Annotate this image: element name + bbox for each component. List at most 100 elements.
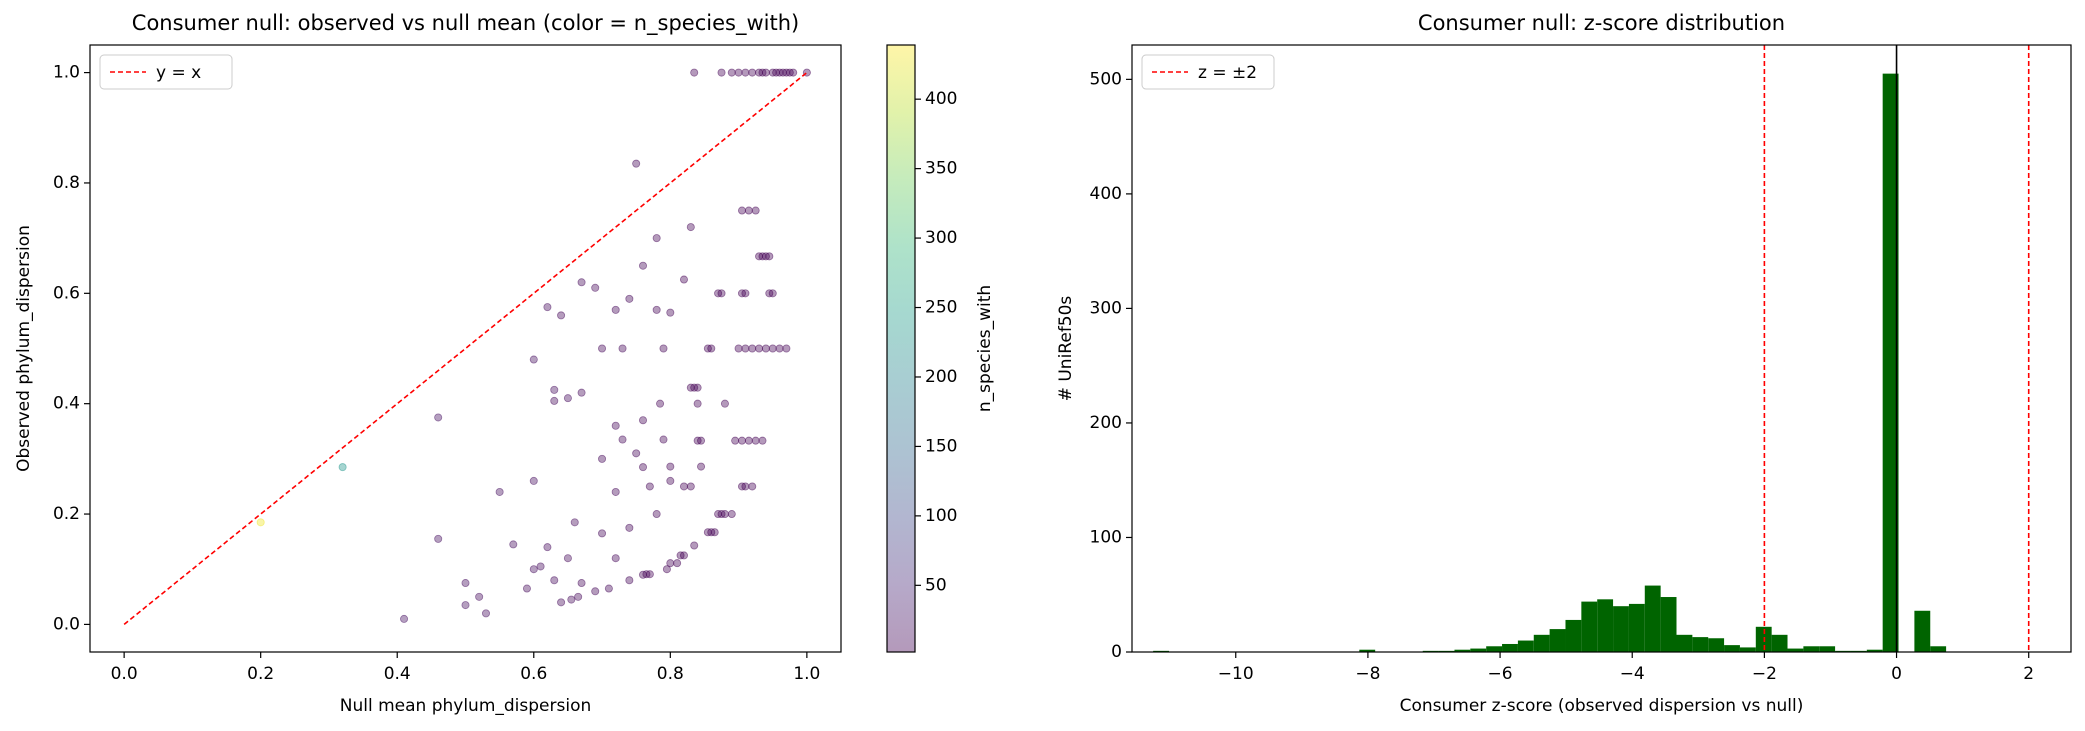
- scatter-point: [744, 206, 753, 215]
- histogram-bar: [1644, 585, 1661, 652]
- scatter-point: [563, 394, 572, 403]
- histogram-bar: [1930, 646, 1947, 652]
- y-tick-label: 0.8: [53, 173, 80, 193]
- scatter-point: [577, 278, 586, 287]
- scatter-point: [768, 289, 777, 298]
- scatter-point: [727, 68, 736, 77]
- scatter-point: [775, 344, 784, 353]
- scatter-point: [563, 554, 572, 563]
- chart-title: Consumer null: z-score distribution: [1418, 11, 1785, 35]
- scatter-point: [611, 487, 620, 496]
- scatter-point: [789, 68, 798, 77]
- scatter-point: [662, 565, 671, 574]
- reference-line: [123, 71, 808, 626]
- histogram-bar: [1597, 599, 1614, 652]
- scatter-point: [574, 592, 583, 601]
- colorbar-tick-label: 100: [925, 506, 957, 526]
- scatter-point: [690, 68, 699, 77]
- scatter-point: [727, 510, 736, 519]
- x-axis-label: Null mean phylum_dispersion: [340, 696, 592, 716]
- x-tick-label: −10: [1218, 664, 1254, 684]
- x-tick-label: −8: [1355, 664, 1380, 684]
- scatter-point: [611, 554, 620, 563]
- histogram-bar: [1613, 606, 1629, 652]
- histogram-bar: [1724, 645, 1740, 652]
- scatter-point: [604, 584, 613, 593]
- chart-title: Consumer null: observed vs null mean (co…: [132, 11, 799, 36]
- scatter-point: [598, 529, 607, 538]
- scatter-point: [751, 206, 760, 215]
- scatter-point: [461, 579, 470, 588]
- scatter-point: [543, 543, 552, 552]
- x-tick-label: 2: [2023, 664, 2034, 684]
- x-tick-label: −2: [1752, 664, 1777, 684]
- y-tick-label: 1.0: [53, 63, 80, 83]
- scatter-point: [591, 587, 600, 596]
- scatter-point: [550, 385, 559, 394]
- scatter-point: [659, 435, 668, 444]
- scatter-point: [741, 68, 750, 77]
- scatter-point: [256, 518, 265, 527]
- scatter-point: [543, 303, 552, 312]
- scatter-point: [679, 551, 688, 560]
- y-axis-label: Observed phylum_dispersion: [14, 225, 34, 472]
- scatter-point: [738, 206, 747, 215]
- histogram-bar: [1454, 649, 1471, 652]
- scatter-point: [693, 383, 702, 392]
- scatter-point: [673, 559, 682, 568]
- scatter-point: [639, 261, 648, 270]
- scatter-point: [652, 510, 661, 519]
- scatter-point: [731, 436, 740, 445]
- scatter-point: [652, 234, 661, 243]
- scatter-point: [679, 275, 688, 284]
- scatter-point: [338, 463, 347, 472]
- scatter-point: [666, 462, 675, 471]
- y-tick-label: 100: [1090, 527, 1122, 547]
- colorbar-tick-label: 200: [925, 367, 957, 387]
- histogram-bar: [1359, 649, 1376, 652]
- y-tick-label: 0.6: [53, 283, 80, 303]
- scatter-point: [618, 344, 627, 353]
- x-tick-label: 0.2: [247, 664, 274, 684]
- scatter-point: [639, 416, 648, 425]
- scatter-point: [567, 595, 576, 604]
- scatter-point: [509, 540, 518, 549]
- histogram-bar: [1819, 646, 1836, 652]
- scatter-point: [768, 344, 777, 353]
- y-tick-label: 300: [1090, 298, 1122, 318]
- colorbar-tick-label: 350: [925, 159, 957, 179]
- scatter-point: [659, 344, 668, 353]
- scatter-point: [522, 584, 531, 593]
- scatter-point: [765, 252, 774, 261]
- histogram-bar: [1771, 634, 1788, 652]
- histogram-bar: [1502, 643, 1518, 652]
- scatter-point: [550, 396, 559, 405]
- scatter-point: [748, 482, 757, 491]
- scatter-point: [495, 487, 504, 496]
- colorbar-label: n_species_with: [975, 285, 995, 412]
- histogram-bar: [1628, 603, 1645, 652]
- scatter-point: [782, 344, 791, 353]
- colorbar-frame: [886, 44, 916, 653]
- scatter-point: [475, 592, 484, 601]
- scatter-point: [666, 476, 675, 485]
- histogram-bar: [1803, 646, 1820, 652]
- histogram-bar: [1739, 647, 1756, 652]
- scatter-point: [690, 541, 699, 550]
- colorbar-tick-label: 250: [925, 298, 957, 318]
- scatter-point: [761, 344, 770, 353]
- plot-frame: [1131, 44, 2072, 653]
- scatter-point: [710, 528, 719, 537]
- plot-frame: [89, 44, 842, 653]
- scatter-point: [741, 482, 750, 491]
- x-tick-label: 0.6: [520, 664, 547, 684]
- scatter-point: [720, 510, 729, 519]
- scatter-point: [741, 289, 750, 298]
- colorbar-tick-label: 300: [925, 228, 957, 248]
- x-tick-label: −4: [1620, 664, 1645, 684]
- scatter-point: [738, 436, 747, 445]
- scatter-point: [751, 436, 760, 445]
- scatter-point: [744, 436, 753, 445]
- scatter-point: [707, 344, 716, 353]
